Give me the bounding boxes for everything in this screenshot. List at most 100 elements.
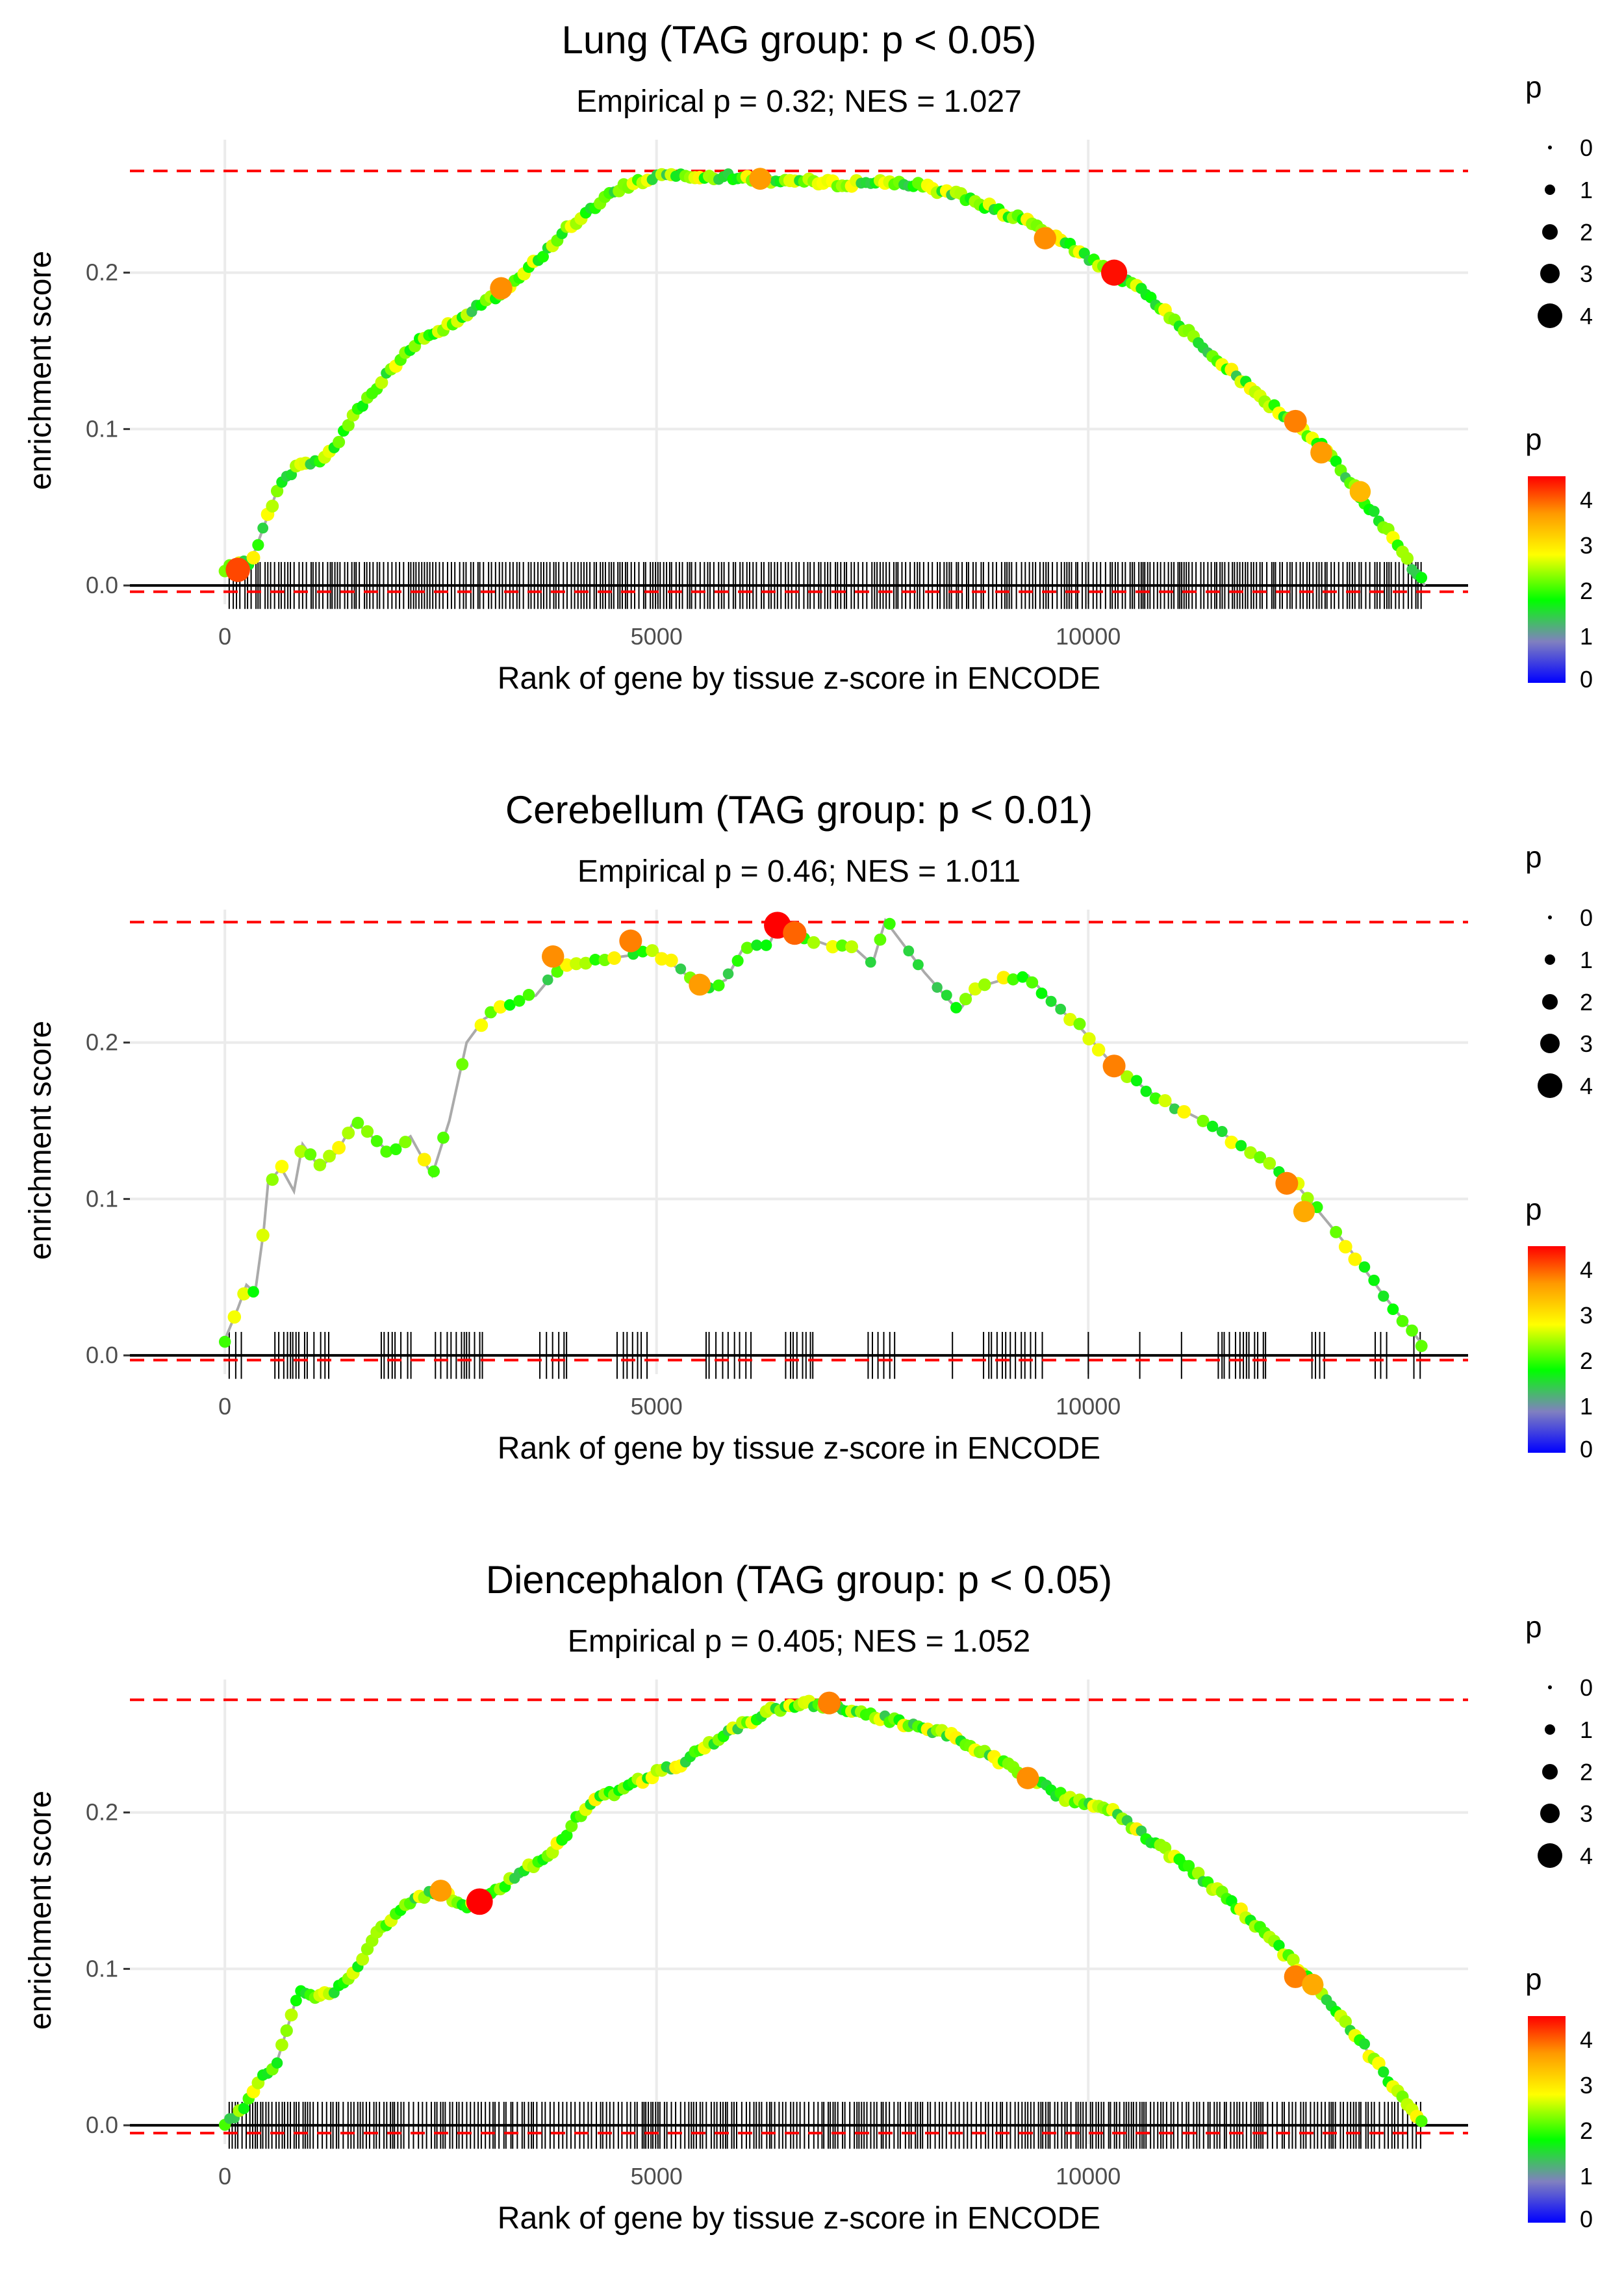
curve-point [1045, 995, 1057, 1007]
size-legend: p 0 1 2 3 4 [1525, 70, 1593, 329]
curve-point [1358, 1261, 1371, 1273]
curve-point [741, 941, 754, 954]
curve-point [342, 1126, 355, 1140]
y-tick-label: 0.2 [86, 1029, 118, 1056]
curve-point [836, 939, 848, 952]
x-tick-label: 10000 [1056, 1393, 1121, 1420]
size-legend-label: 2 [1580, 989, 1593, 1016]
curve-point [565, 1820, 578, 1832]
color-legend-title: p [1525, 422, 1542, 456]
curve-point [285, 2008, 298, 2022]
y-tick-label: 0.2 [86, 1799, 118, 1826]
curve-point [503, 999, 516, 1011]
size-legend-dot [1548, 1685, 1552, 1689]
curve-point [361, 1125, 374, 1138]
colorbar-label: 2 [1580, 1348, 1593, 1374]
curve-point [1244, 1146, 1257, 1159]
curve-point [561, 1829, 573, 1842]
curve-point [1169, 1103, 1180, 1114]
curve-point [474, 1018, 488, 1032]
curve-point [607, 951, 622, 965]
plot-area: 0.0 0.1 0.2 0 5000 10000 [86, 140, 1468, 650]
curve-point [646, 944, 659, 958]
x-tick-label: 5000 [631, 623, 683, 650]
x-tick-label: 0 [218, 2163, 231, 2190]
color-legend: p 4 3 2 1 0 [1525, 1192, 1593, 1463]
curve-point [579, 956, 592, 970]
curve-point [266, 1173, 279, 1186]
curve-point [996, 971, 1011, 985]
curve-point [456, 1058, 469, 1071]
curve-point [270, 485, 284, 498]
curve-point [845, 940, 859, 954]
chart-title: Lung (TAG group: p < 0.05) [562, 18, 1037, 62]
curve-point [1197, 1114, 1210, 1127]
curve-point [978, 978, 991, 991]
curve-point [1378, 1290, 1389, 1302]
highlight-point [466, 1888, 493, 1915]
curve-point [375, 376, 388, 389]
colorbar-label: 3 [1580, 2072, 1593, 2099]
y-tick-label: 0.1 [86, 1185, 118, 1212]
curve-points [218, 917, 1428, 1353]
colorbar-label: 0 [1580, 2206, 1593, 2232]
colorbar-label: 4 [1580, 2026, 1593, 2053]
size-legend-dot [1545, 185, 1555, 195]
curve-point [247, 1286, 259, 1298]
curve-point [1055, 1003, 1067, 1015]
colorbar-label: 0 [1580, 1436, 1593, 1463]
size-legend-label: 1 [1580, 1717, 1593, 1743]
highlight-point [817, 1691, 841, 1715]
panel-lung: Lung (TAG group: p < 0.05) Empirical p =… [23, 18, 1593, 696]
curve-point [1368, 505, 1380, 517]
size-legend-label: 1 [1580, 947, 1593, 973]
enrichment-curve [223, 917, 1427, 1349]
x-axis-title: Rank of gene by tissue z-score in ENCODE [498, 2201, 1100, 2236]
curve-point [1149, 1092, 1162, 1105]
curve-point [932, 982, 943, 993]
y-tick-label: 0.0 [86, 572, 118, 598]
colorbar-label: 1 [1580, 2163, 1593, 2190]
size-legend-label: 2 [1580, 219, 1593, 246]
curve-point [1330, 455, 1342, 467]
size-legend-dot [1540, 1804, 1560, 1823]
highlight-point [1293, 1201, 1315, 1223]
curve-point [883, 917, 896, 930]
curve-point [237, 1287, 251, 1301]
curve-point [351, 1116, 364, 1129]
curve-point [390, 1143, 402, 1156]
curve-point [342, 418, 355, 432]
panel-diencephalon: Diencephalon (TAG group: p < 0.05) Empir… [23, 1558, 1593, 2236]
curve-point [1263, 1156, 1276, 1170]
colorbar-label: 2 [1580, 578, 1593, 604]
curve-point [1063, 1013, 1077, 1027]
size-legend-dot [1545, 954, 1555, 965]
highlight-point [689, 973, 711, 996]
x-axis-title: Rank of gene by tissue z-score in ENCODE [498, 1431, 1100, 1466]
curve-point [1073, 1017, 1086, 1030]
curve-point [1273, 1939, 1285, 1952]
curve-point [370, 1135, 383, 1147]
highlight-point [429, 1880, 452, 1902]
curve-point [1415, 2115, 1428, 2127]
curve-point [332, 1141, 346, 1155]
curve-point [912, 959, 924, 971]
highlight-point [1016, 1767, 1039, 1789]
curve-point [1130, 1075, 1143, 1087]
curve-point [1330, 1225, 1343, 1238]
size-legend-dot [1548, 915, 1552, 919]
curve-point [637, 945, 649, 958]
highlight-point [1275, 1171, 1299, 1195]
curve-point [1339, 2015, 1352, 2028]
curve-point [1121, 1070, 1134, 1083]
curve-point [1396, 1315, 1409, 1327]
highlight-point [1284, 1965, 1307, 1988]
size-legend-label: 4 [1580, 303, 1593, 329]
curve-point [1026, 976, 1039, 989]
curve-point [950, 1002, 962, 1014]
curve-point [294, 1145, 308, 1158]
highlight-point [1302, 1973, 1324, 1996]
curve-point [589, 954, 602, 966]
chart-subtitle: Empirical p = 0.32; NES = 1.027 [576, 84, 1022, 119]
